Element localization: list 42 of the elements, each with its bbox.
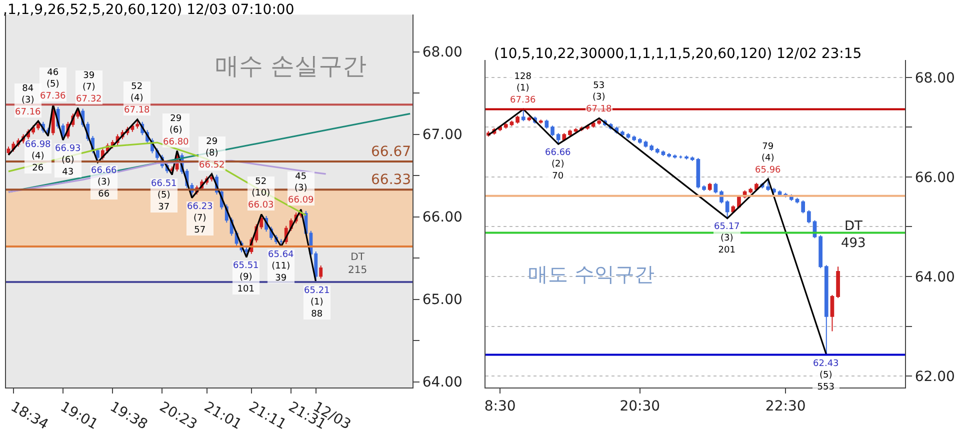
data-label: 66.51 (5) 37 bbox=[151, 179, 177, 212]
data-label: 84 (3) 67.16 bbox=[15, 84, 42, 118]
x-tick-label: 8:30 bbox=[484, 398, 516, 414]
x-tick-label: 20:30 bbox=[620, 398, 660, 414]
y-tick-label: 64.00 bbox=[914, 269, 955, 286]
data-label: 65.17 (3) 201 bbox=[714, 222, 740, 256]
data-label: 39 (7) 67.32 bbox=[76, 71, 102, 104]
y-tick-label: 62.00 bbox=[914, 369, 955, 386]
data-label: 29 (6) 66.80 bbox=[163, 114, 190, 148]
y-tick-label: 68.00 bbox=[422, 44, 462, 61]
ref-line-label: 66.67 bbox=[371, 144, 412, 160]
data-label: 52 (4) 67.18 bbox=[124, 82, 150, 116]
data-label: 53 (3) 67.18 bbox=[586, 81, 612, 114]
data-label: 66.23 (7) 57 bbox=[187, 202, 213, 236]
data-label: 46 (5) 67.36 bbox=[40, 68, 66, 102]
y-tick-label: 64.00 bbox=[422, 374, 462, 391]
data-label: 65.21 (1) 88 bbox=[304, 286, 330, 320]
data-label: 66.93 (6) 43 bbox=[55, 144, 81, 178]
data-label: 66.98 (4) 26 bbox=[25, 140, 52, 174]
data-label: 65.64 (11) 39 bbox=[268, 250, 294, 284]
y-tick-label: 65.00 bbox=[422, 292, 462, 308]
data-label: 45 (3) 66.09 bbox=[288, 172, 314, 206]
data-label: 128 (1) 67.36 bbox=[510, 72, 536, 106]
annotation: 매수 손실구간 bbox=[215, 52, 367, 80]
x-tick-label: 22:30 bbox=[765, 398, 806, 414]
data-label: 52 (10) 66.03 bbox=[248, 177, 274, 210]
chart-title: (10,5,10,22,30000,1,1,1,1,5,20,60,120) 12/02 23:15 bbox=[494, 46, 862, 62]
data-label: 29 (8) 66.52 bbox=[199, 137, 225, 170]
annotation: DT 215 bbox=[348, 252, 368, 276]
ref-line-label: 66.33 bbox=[371, 172, 412, 188]
data-label: 66.66 (2) 70 bbox=[545, 148, 572, 182]
y-tick-label: 68.00 bbox=[914, 70, 955, 86]
data-label: 65.51 (9) 101 bbox=[233, 261, 259, 294]
data-label: 62.43 (5) 553 bbox=[813, 359, 839, 392]
y-tick-label: 67.00 bbox=[422, 127, 462, 144]
annotation: 매도 수익구간 bbox=[528, 262, 654, 286]
y-tick-label: 66.00 bbox=[914, 170, 955, 186]
y-tick-label: 66.00 bbox=[422, 210, 462, 226]
chart-title: ,1,1,9,26,52,5,20,60,120) 12/03 07:10:00 bbox=[3, 2, 294, 18]
data-label: 79 (4) 65.96 bbox=[755, 142, 782, 176]
annotation: DT 493 bbox=[841, 219, 866, 251]
data-label: 66.66 (3) 66 bbox=[91, 166, 118, 200]
